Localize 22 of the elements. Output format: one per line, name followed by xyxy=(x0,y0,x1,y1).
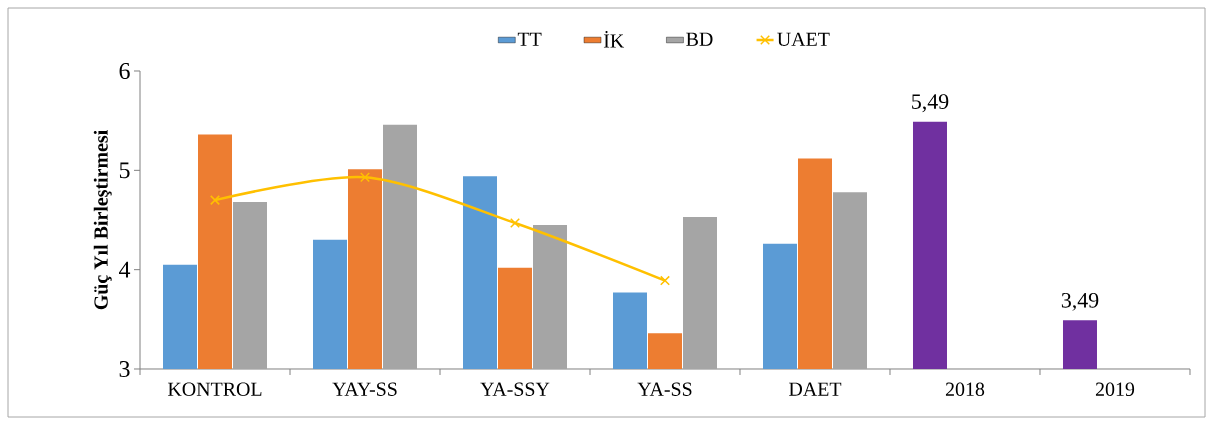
y-tick-label: 5 xyxy=(119,162,130,179)
legend-label: UAET xyxy=(777,32,830,47)
y-tick-label: 4 xyxy=(119,261,131,278)
y-axis-title: Güç Yıl Birleştirmesi xyxy=(93,130,112,310)
legend-label: BD xyxy=(686,32,713,46)
data-label: 3,49 xyxy=(1061,292,1099,311)
y-tick-label: 6 xyxy=(119,62,130,80)
x-tick-label: YA-SS xyxy=(637,382,692,396)
point xyxy=(210,195,220,206)
point xyxy=(510,217,520,228)
point xyxy=(660,275,670,286)
x-tick-label: YAY-SS xyxy=(332,382,397,396)
x-tick-label: KONTROL xyxy=(167,382,262,396)
data-label: 5,49 xyxy=(912,94,949,113)
x-tick-label: 2019 xyxy=(1095,382,1135,396)
x-tick-label: YA-SSY xyxy=(480,382,550,396)
point xyxy=(360,172,370,183)
x-tick-label: 2018 xyxy=(945,382,985,396)
x-tick-label: DAET xyxy=(789,382,842,396)
legend-label: İK xyxy=(603,31,625,48)
legend-label: TT xyxy=(517,32,542,46)
y-tick-label: 3 xyxy=(119,360,130,378)
